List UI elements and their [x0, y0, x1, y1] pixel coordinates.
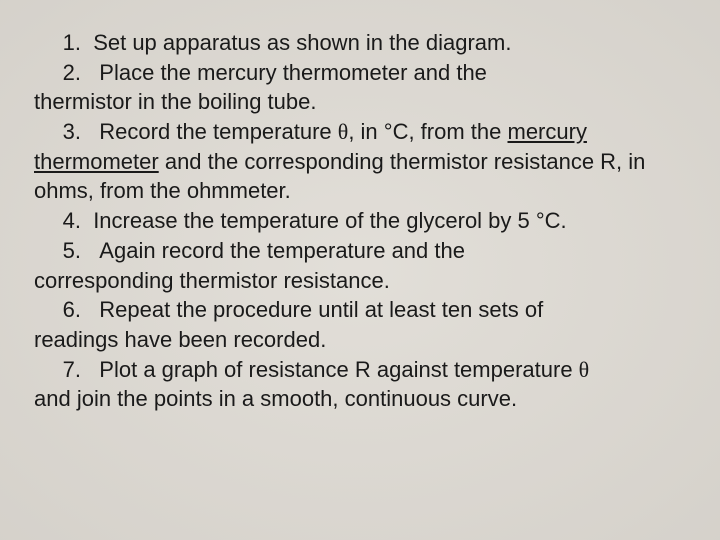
item-text: Plot a graph of resistance R against tem… [99, 357, 589, 382]
slide: 1. Set up apparatus as shown in the diag… [0, 0, 720, 540]
item-text: Record the temperature θ, in °C, from th… [34, 119, 645, 203]
list-item: 7. Plot a graph of resistance R against … [34, 355, 686, 385]
list-item: 1. Set up apparatus as shown in the diag… [34, 28, 686, 58]
slide-content: 1. Set up apparatus as shown in the diag… [34, 28, 686, 414]
list-item: 6. Repeat the procedure until at least t… [34, 295, 686, 325]
item-number: 5. [63, 238, 81, 263]
item-continuation: thermistor in the boiling tube. [34, 87, 686, 117]
item-text: Set up apparatus as shown in the diagram… [93, 30, 511, 55]
list-item: 2. Place the mercury thermometer and the [34, 58, 686, 88]
item-number: 3. [63, 119, 81, 144]
item-continuation: corresponding thermistor resistance. [34, 266, 686, 296]
item-number: 4. [63, 208, 81, 233]
item-text: Place the mercury thermometer and the [99, 60, 487, 85]
item-continuation: readings have been recorded. [34, 325, 686, 355]
item-number: 1. [63, 30, 81, 55]
list-item: 4. Increase the temperature of the glyce… [34, 206, 686, 236]
item-number: 2. [63, 60, 81, 85]
item-text: Again record the temperature and the [99, 238, 465, 263]
item-continuation: and join the points in a smooth, continu… [34, 384, 686, 414]
item-text: Repeat the procedure until at least ten … [99, 297, 543, 322]
list-item: 5. Again record the temperature and the [34, 236, 686, 266]
item-text: Increase the temperature of the glycerol… [93, 208, 566, 233]
theta-symbol: θ [338, 119, 349, 144]
item-number: 7. [63, 357, 81, 382]
item-number: 6. [63, 297, 81, 322]
theta-symbol: θ [579, 357, 590, 382]
list-item: 3. Record the temperature θ, in °C, from… [34, 117, 686, 206]
